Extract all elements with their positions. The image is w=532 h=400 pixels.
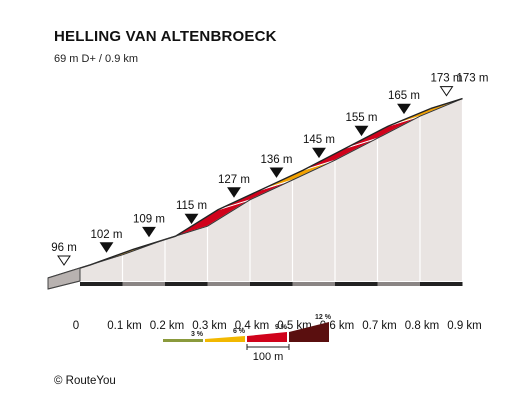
elevation-label: 155 m — [346, 112, 378, 124]
elevation-marker — [269, 167, 284, 178]
distance-scale-bar — [420, 282, 463, 286]
distance-scale-bar — [207, 282, 250, 286]
x-tick-label: 0.2 km — [150, 320, 185, 332]
elevation-label: 96 m — [51, 242, 77, 254]
elevation-marker — [57, 255, 71, 266]
elevation-marker — [227, 187, 241, 198]
legend-label: 12 % — [315, 314, 332, 321]
profile-end-cap — [430, 97, 463, 110]
chart-subtitle: 69 m D+ / 0.9 km — [54, 53, 138, 65]
legend-label: 6 % — [233, 328, 246, 335]
routeyou-credit: © RouteYou — [54, 375, 116, 387]
x-tick-label: 0.8 km — [405, 320, 440, 332]
elevation-marker — [439, 86, 454, 97]
elevation-marker — [354, 125, 369, 137]
distance-scale-bar — [80, 282, 123, 286]
distance-scale-bar — [335, 282, 378, 286]
profile-front-edge — [47, 107, 431, 279]
distance-scale-bar — [122, 282, 165, 286]
elevation-label: 145 m — [303, 134, 335, 146]
legend-label: 3 % — [191, 331, 204, 338]
elevation-marker — [184, 213, 199, 225]
elevation-label: 173 m — [431, 73, 463, 85]
elevation-label: 102 m — [91, 229, 123, 241]
elevation-label: 115 m — [176, 200, 207, 212]
elevation-label: 127 m — [218, 174, 250, 186]
profile-back-edge — [79, 98, 463, 269]
elevation-label: 165 m — [388, 90, 420, 102]
legend-scale-label: 100 m — [253, 351, 284, 363]
legend-swatch — [205, 336, 245, 342]
x-tick-label: 0.9 km — [447, 320, 482, 332]
distance-scale-bar — [250, 282, 293, 286]
legend-swatch — [163, 339, 203, 342]
legend-swatch — [289, 322, 329, 342]
gradient-legend: 3 % 6 % 9 % 12 % 100 m — [163, 314, 332, 363]
elevation-marker — [142, 226, 156, 238]
legend-label: 9 % — [275, 324, 288, 331]
distance-scale-bar — [165, 282, 208, 286]
elevation-label: 136 m — [261, 154, 293, 166]
distance-scale-bar — [377, 282, 420, 286]
profile-area — [47, 97, 464, 290]
legend-swatch — [247, 332, 287, 342]
elevation-markers: 96 m 102 m 109 m 115 m 127 m 136 m 145 m 155 m 1… — [51, 73, 489, 266]
distance-scale-bar — [292, 282, 335, 286]
profile-left-face — [47, 267, 81, 290]
elevation-marker — [99, 242, 114, 253]
x-tick-label: 0.7 km — [362, 320, 397, 332]
chart-title: HELLING VAN ALTENBROECK — [54, 28, 277, 45]
end-elevation-label: 173 m — [457, 73, 489, 85]
elevation-label: 109 m — [133, 213, 165, 225]
elevation-marker — [312, 147, 326, 159]
elevation-marker — [397, 103, 411, 115]
x-tick-label: 0.3 km — [192, 320, 227, 332]
x-tick-label: 0.1 km — [107, 320, 142, 332]
profile-base-edge — [47, 280, 81, 290]
x-tick-label: 0.4 km — [235, 320, 270, 332]
x-tick-label: 0 — [73, 320, 79, 332]
